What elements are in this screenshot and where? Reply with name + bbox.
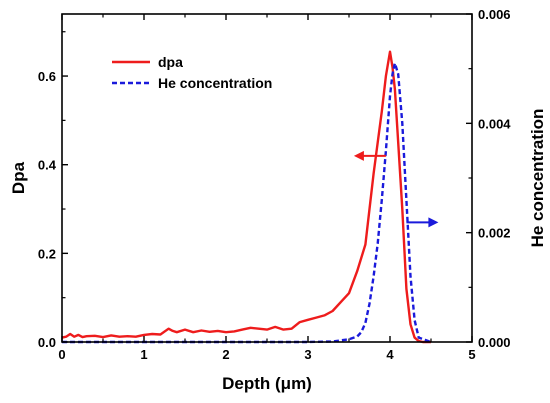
x-tick-label: 1 xyxy=(140,347,147,362)
x-tick-label: 3 xyxy=(304,347,311,362)
arrow-right-head xyxy=(428,217,439,228)
x-tick-label: 5 xyxy=(468,347,475,362)
y-right-tick-label: 0.004 xyxy=(478,116,511,131)
x-tick-label: 4 xyxy=(386,347,394,362)
x-axis-label: Depth (μm) xyxy=(222,374,312,393)
arrow-left-head xyxy=(353,150,364,161)
series-line-dpa xyxy=(61,50,431,344)
legend-label-he: He concentration xyxy=(158,75,272,91)
y-right-axis-label: He concentration xyxy=(528,109,547,248)
y-left-axis-label: Dpa xyxy=(9,161,28,194)
plot-area xyxy=(61,50,432,344)
x-tick-label: 2 xyxy=(222,347,229,362)
y-left-tick-label: 0.4 xyxy=(38,158,57,173)
y-left-tick-label: 0.2 xyxy=(38,246,56,261)
series-line-he xyxy=(62,62,432,344)
y-left-tick-label: 0.6 xyxy=(38,69,56,84)
legend-label-dpa: dpa xyxy=(158,54,183,70)
axes: 0 1 2 3 4 5 0.0 0.2 0.4 0.6 0.000 0.002 0.004 0.006 xyxy=(38,7,511,362)
y-right-tick-label: 0.006 xyxy=(478,7,511,22)
annotations xyxy=(353,150,439,228)
x-tick-label: 0 xyxy=(58,347,65,362)
y-right-tick-label: 0.000 xyxy=(478,335,511,350)
y-left-tick-label: 0.0 xyxy=(38,335,56,350)
axis-labels: Depth (μm) Dpa He concentration xyxy=(9,109,547,393)
y-right-tick-label: 0.002 xyxy=(478,226,511,241)
legend: dpa He concentration xyxy=(112,54,272,91)
